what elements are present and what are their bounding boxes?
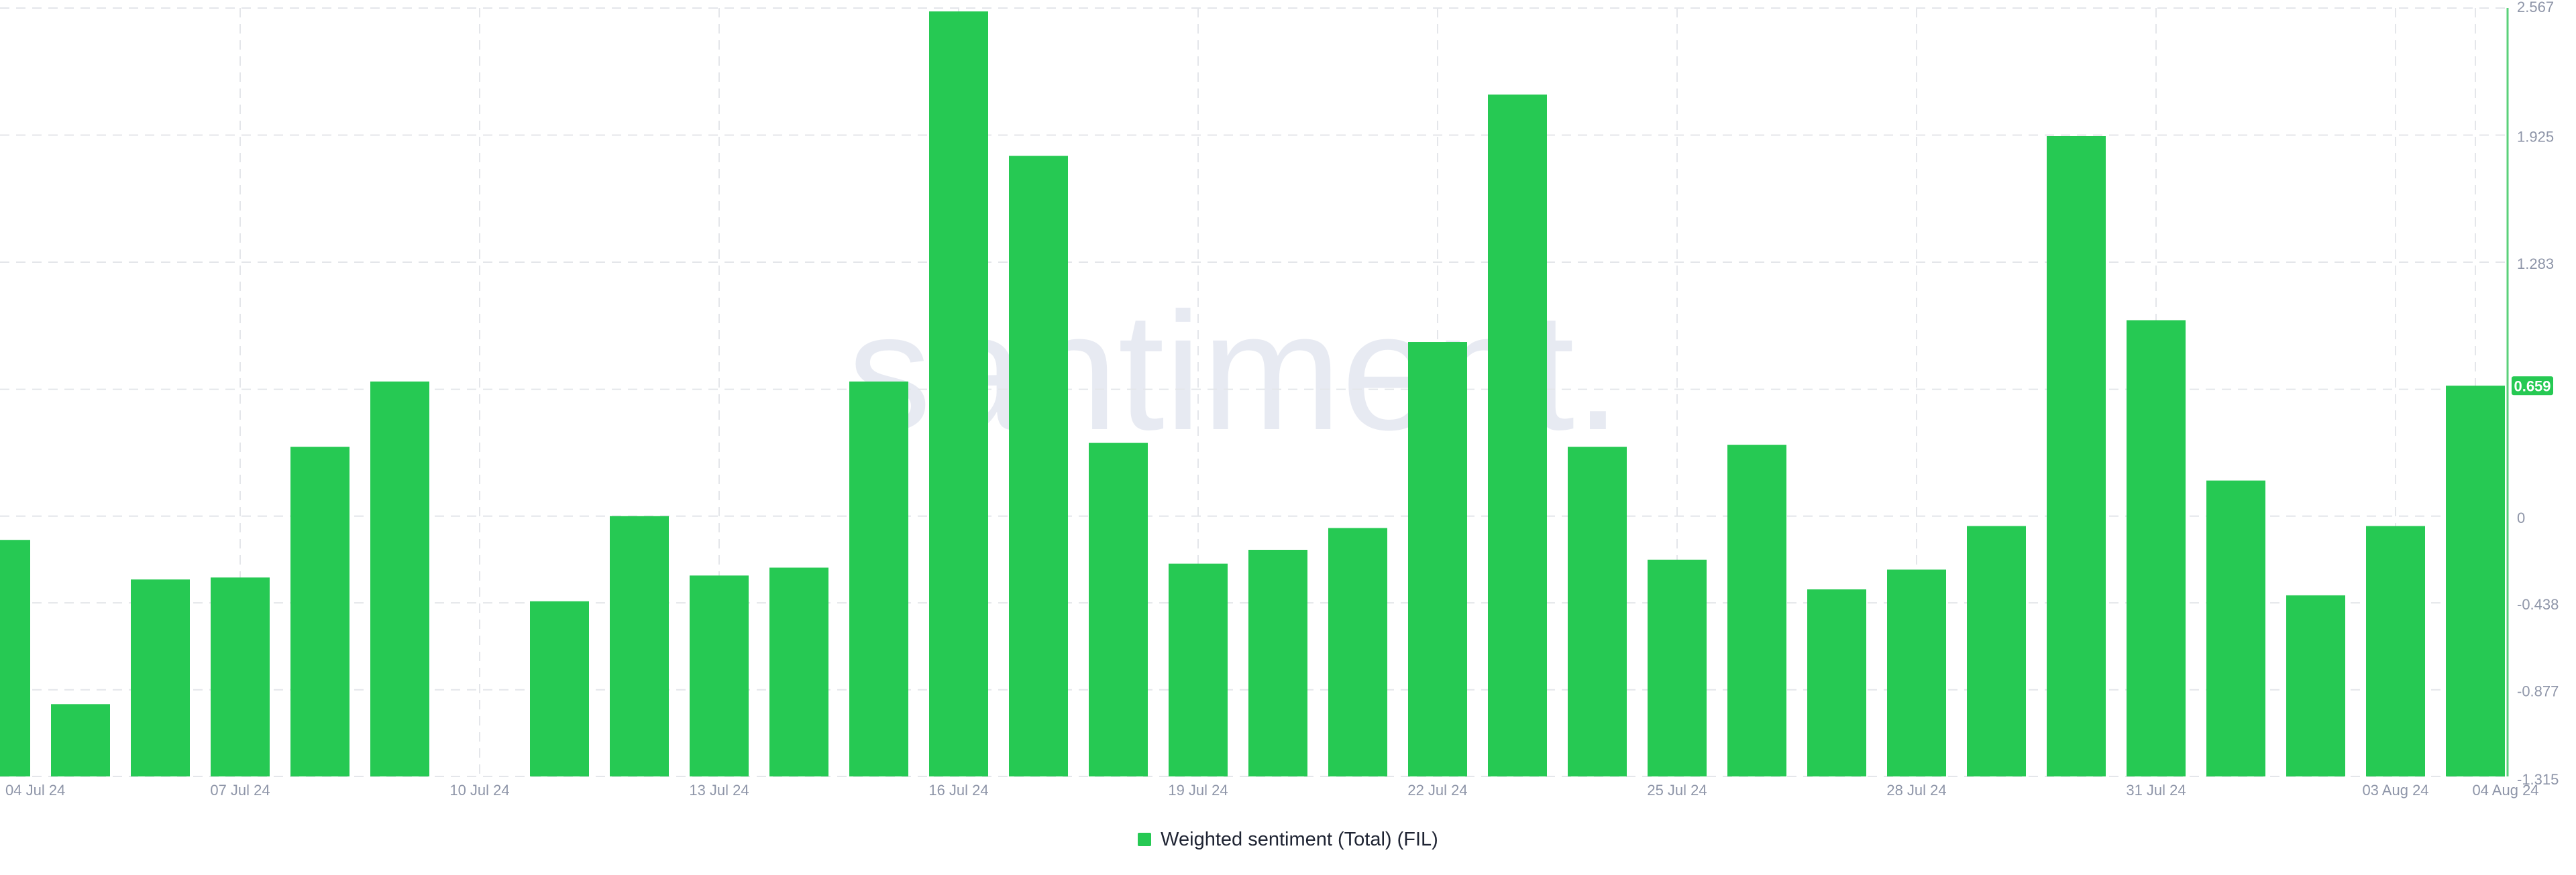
bar (1408, 342, 1467, 777)
bar (1887, 569, 1946, 776)
legend: Weighted sentiment (Total) (FIL) (0, 823, 2576, 856)
bar (530, 601, 589, 776)
bar (610, 516, 669, 776)
bar (1727, 445, 1786, 776)
bar (1648, 559, 1707, 776)
x-tick-label: 22 Jul 24 (1407, 782, 1467, 799)
y-tick-label: -0.438 (2517, 596, 2559, 613)
bar (2366, 526, 2425, 776)
bar (1089, 443, 1148, 776)
bar (1169, 563, 1228, 776)
x-tick-label: 13 Jul 24 (689, 782, 749, 799)
current-value-box (2512, 376, 2553, 396)
bar (2047, 136, 2106, 776)
bar (690, 575, 749, 776)
x-tick-label: 16 Jul 24 (928, 782, 988, 799)
bars (0, 11, 2505, 777)
bar (370, 382, 429, 776)
current-value-label: 0.659 (2514, 377, 2551, 394)
bar (2446, 386, 2505, 776)
x-tick-label: 25 Jul 24 (1647, 782, 1707, 799)
bar (0, 540, 30, 776)
bar (2206, 480, 2265, 776)
y-tick-label: 1.925 (2517, 129, 2554, 145)
bar (1568, 447, 1627, 776)
bar (1248, 549, 1307, 776)
bar (1009, 156, 1068, 776)
bar (929, 11, 988, 776)
bar (131, 579, 190, 776)
legend-swatch (1138, 833, 1152, 846)
bar (1328, 528, 1387, 776)
bar (769, 567, 828, 776)
x-tick-label: 28 Jul 24 (1886, 782, 1946, 799)
bar (51, 704, 110, 776)
y-tick-label: 2.567 (2517, 0, 2554, 15)
x-tick-label: 07 Jul 24 (210, 782, 270, 799)
bar (2286, 595, 2345, 776)
x-tick-label: 04 Jul 24 (5, 782, 65, 799)
x-tick-label: 31 Jul 24 (2126, 782, 2186, 799)
x-tick-label: 03 Aug 24 (2362, 782, 2428, 799)
y-tick-label: 0 (2517, 510, 2525, 526)
y-tick-label: -1.315 (2517, 771, 2559, 788)
x-axis: 04 Jul 24 07 Jul 24 10 Jul 24 13 Jul 24 16 J… (5, 782, 2539, 799)
bar (211, 577, 270, 776)
bar (1488, 95, 1547, 777)
bar (2127, 320, 2186, 776)
y-axis: 2.567 1.925 1.283 0 -0.438 -0.877 -1.315 0.659 (2506, 0, 2559, 788)
x-tick-label: 10 Jul 24 (449, 782, 509, 799)
y-tick-label: -0.877 (2517, 683, 2559, 700)
legend-label: Weighted sentiment (Total) (FIL) (1161, 828, 1438, 850)
y-tick-label: 1.283 (2517, 255, 2554, 272)
bar (1807, 589, 1866, 776)
bar (290, 447, 350, 776)
bar (849, 382, 908, 776)
x-tick-label: 04 Aug 24 (2472, 782, 2538, 799)
x-tick-label: 19 Jul 24 (1168, 782, 1228, 799)
bar (1967, 526, 2026, 776)
